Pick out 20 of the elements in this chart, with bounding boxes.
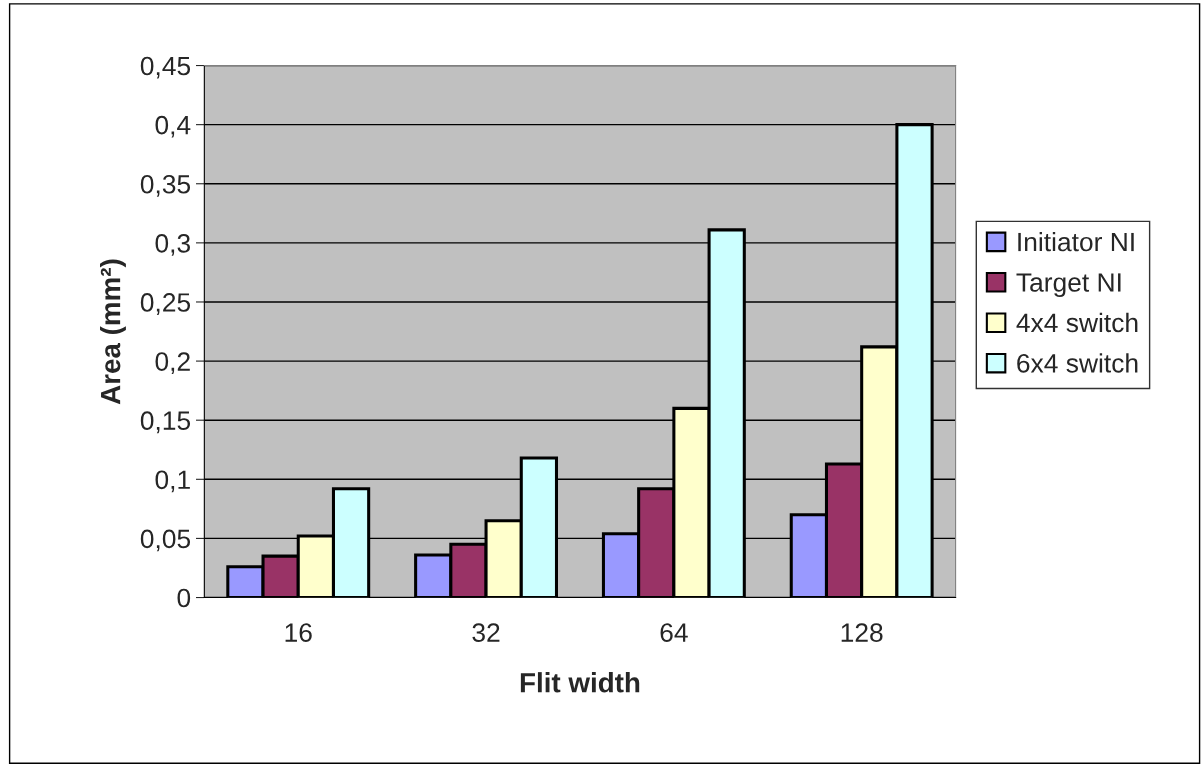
y-tick-label: 0 xyxy=(177,588,191,608)
y-tick-label: 0,35 xyxy=(140,174,191,197)
x-tick-label: 32 xyxy=(472,623,500,642)
y-axis-title: Area (mm²) xyxy=(100,259,126,405)
x-tick-label: 128 xyxy=(841,623,883,642)
y-tick-label: 0,25 xyxy=(140,293,191,315)
legend-label: Target NI xyxy=(1016,273,1121,298)
legend-label: 4x4 switch xyxy=(1016,312,1138,333)
legend-label: Initiator NI xyxy=(1018,231,1134,252)
legend-label: 6x4 switch xyxy=(1017,353,1138,373)
y-tick-label: 0,1 xyxy=(155,470,190,493)
y-tick-label: 0,4 xyxy=(155,115,191,138)
y-tick-label: 0,2 xyxy=(155,352,190,375)
y-tick-label: 0,05 xyxy=(140,529,191,552)
x-tick-label: 16 xyxy=(285,623,312,642)
x-tick-label: 64 xyxy=(660,623,688,642)
y-tick-label: 0,15 xyxy=(140,411,191,434)
x-axis-title: Flit width xyxy=(520,672,640,693)
y-tick-label: 0,3 xyxy=(155,234,190,256)
y-tick-label: 0,45 xyxy=(140,56,191,79)
